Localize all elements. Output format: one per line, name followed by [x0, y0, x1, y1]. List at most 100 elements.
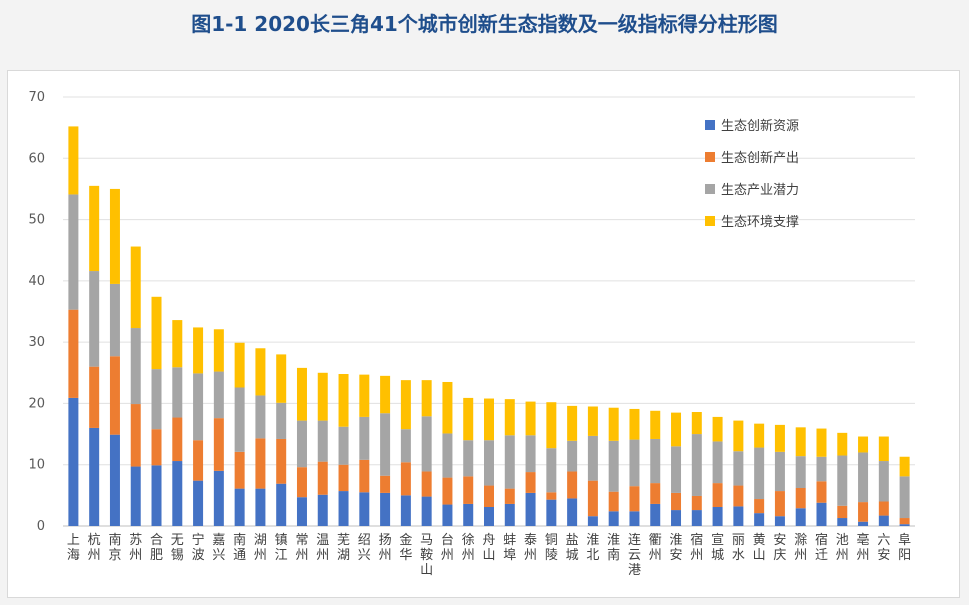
- chart-frame: 0 10 20 30 40 50 60 70 上海 杭州 南京 苏州 合肥 无锡 宁波 嘉兴 南通 湖州 镇江 常州…: [7, 70, 960, 598]
- bar-segment: [671, 492, 682, 511]
- bar-segment: [193, 327, 204, 374]
- page-title: 图1-1 2020长三角41个城市创新生态指数及一级指标得分柱形图: [191, 12, 778, 36]
- bars: [68, 126, 910, 526]
- bar-segment: [130, 246, 141, 329]
- bar-segment: [338, 491, 349, 526]
- bar-segment: [234, 451, 245, 489]
- bar-segment: [296, 497, 307, 526]
- x-tick-label: 丽水: [732, 533, 745, 563]
- y-tick-label: 50: [28, 213, 45, 228]
- bar-segment: [525, 472, 536, 493]
- bar-segment: [587, 480, 598, 517]
- bar-segment: [899, 456, 910, 477]
- bar-segment: [380, 375, 391, 414]
- x-tick-label: 无锡: [171, 533, 184, 563]
- bar-segment: [795, 456, 806, 489]
- bar-segment: [317, 461, 328, 495]
- bar-segment: [795, 427, 806, 457]
- bar-segment: [89, 427, 100, 526]
- bar-segment: [213, 418, 224, 471]
- x-tick-label: 温州: [316, 533, 329, 563]
- bar-segment: [380, 413, 391, 476]
- bar-segment: [567, 440, 578, 472]
- x-tick-label: 南通: [233, 532, 246, 563]
- bar-segment: [234, 342, 245, 388]
- bar-segment: [733, 506, 744, 526]
- bar-segment: [629, 511, 640, 526]
- bar-segment: [546, 499, 557, 526]
- bar-segment: [68, 126, 79, 195]
- bar-segment: [691, 510, 702, 526]
- bar-segment: [484, 507, 494, 526]
- bar-segment: [504, 503, 515, 526]
- bar-segment: [317, 420, 328, 462]
- bar-segment: [837, 455, 848, 506]
- legend-swatch: [705, 184, 715, 194]
- bar-segment: [338, 374, 349, 427]
- bar-segment: [691, 434, 702, 496]
- x-tick-label: 杭州: [88, 533, 101, 563]
- bar-segment: [130, 404, 141, 467]
- bar-segment: [338, 464, 349, 492]
- bar-segment: [878, 436, 889, 462]
- x-tick-label: 南京: [108, 532, 121, 563]
- bar-segment: [442, 504, 453, 526]
- y-axis: 0 10 20 30 40 50 60 70: [28, 90, 45, 534]
- bar-segment: [172, 367, 183, 418]
- bar-segment: [463, 440, 474, 477]
- bar-segment: [359, 374, 370, 417]
- bar-segment: [442, 433, 453, 478]
- x-tick-label: 黄山: [753, 533, 766, 563]
- bar-segment: [587, 516, 598, 526]
- x-tick-label: 镇江: [275, 533, 288, 563]
- bar-segment: [255, 348, 266, 396]
- bar-segment: [899, 524, 910, 526]
- bar-segment: [712, 483, 723, 508]
- bar-segment: [650, 410, 661, 439]
- y-tick-label: 60: [28, 151, 45, 166]
- bar-segment: [546, 448, 557, 493]
- x-tick-label: 泰州: [524, 533, 537, 563]
- legend-label: 生态创新资源: [721, 118, 799, 134]
- bar-segment: [255, 438, 266, 489]
- bar-segment: [733, 420, 744, 452]
- bar-segment: [691, 412, 702, 435]
- bar-segment: [858, 502, 869, 522]
- y-tick-label: 30: [28, 335, 45, 350]
- bar-segment: [629, 408, 640, 440]
- bar-segment: [193, 373, 204, 441]
- bar-segment: [754, 513, 765, 526]
- bar-segment: [774, 516, 785, 526]
- bar-segment: [234, 387, 245, 452]
- bar-segment: [587, 406, 598, 436]
- x-tick-label: 安庆: [773, 533, 786, 563]
- bar-segment: [504, 399, 515, 436]
- x-tick-label: 马鞍山: [420, 533, 433, 578]
- legend-swatch: [705, 216, 715, 226]
- x-tick-label: 金华: [399, 532, 412, 563]
- bar-segment: [109, 434, 120, 526]
- bar-segment: [359, 459, 370, 493]
- bar-segment: [837, 505, 848, 519]
- bar-segment: [816, 502, 827, 526]
- x-tick-label: 徐州: [462, 533, 475, 563]
- bar-segment: [400, 429, 411, 463]
- bar-segment: [525, 492, 536, 526]
- bar-segment: [359, 416, 370, 460]
- bar-segment: [109, 188, 120, 284]
- bar-segment: [733, 451, 744, 486]
- bar-segment: [89, 366, 100, 428]
- x-tick-label: 苏州: [129, 532, 142, 563]
- bar-segment: [234, 488, 245, 526]
- bar-segment: [151, 429, 162, 466]
- bar-segment: [899, 518, 910, 525]
- bar-segment: [255, 395, 266, 439]
- x-tick-label: 衢州: [649, 533, 662, 563]
- bar-segment: [671, 412, 682, 447]
- x-tick-label: 上海: [67, 533, 80, 563]
- y-tick-label: 20: [28, 396, 45, 411]
- bar-segment: [671, 446, 682, 493]
- bar-segment: [463, 397, 474, 441]
- bar-segment: [816, 456, 827, 482]
- bar-segment: [754, 423, 765, 448]
